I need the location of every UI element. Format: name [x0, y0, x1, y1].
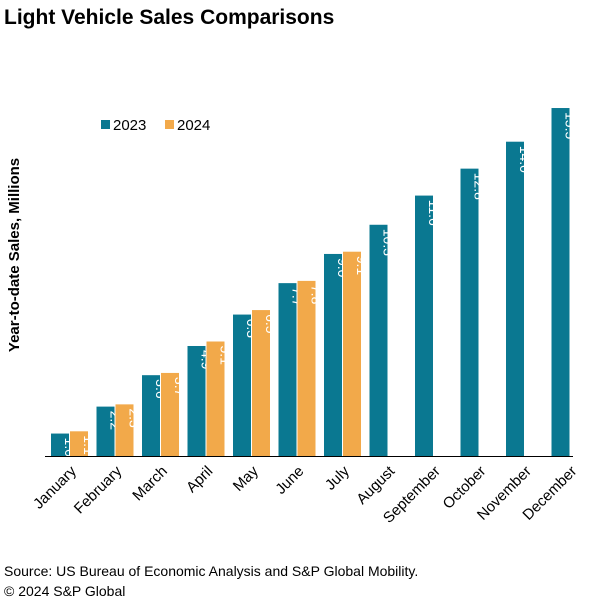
bar-2023-january — [51, 433, 69, 456]
bar-2023-may — [233, 314, 251, 456]
x-tick-label-may: May — [230, 462, 262, 494]
bar-2023-april — [187, 345, 206, 456]
x-tick-label-june: June — [272, 463, 307, 498]
source-line: Source: US Bureau of Economic Analysis a… — [4, 563, 419, 579]
data-label-2024-march: 3.7 — [172, 377, 188, 397]
data-label-2024-may: 6.5 — [263, 314, 279, 334]
bar-2023-september — [415, 195, 433, 456]
chart-title: Light Vehicle Sales Comparisons — [4, 6, 335, 29]
bar-chart: Year-to-date Sales, Millions 2023 2024 1.… — [6, 108, 580, 527]
data-label-2024-june: 7.8 — [309, 285, 325, 305]
bar-2023-july — [324, 253, 342, 456]
bar-2024-may — [252, 310, 270, 456]
data-label-2023-august: 10.3 — [381, 229, 397, 256]
bar-2023-february — [96, 406, 115, 456]
data-label-2024-february: 2.3 — [127, 408, 143, 428]
data-label-2023-september: 11.6 — [426, 200, 442, 226]
x-tick-label-march: March — [129, 463, 170, 504]
x-tick-label-august: August — [353, 462, 399, 508]
bar-2024-january — [70, 431, 88, 456]
data-label-2023-december: 15.5 — [563, 112, 579, 139]
bar-2023-october — [460, 168, 479, 456]
bar-2023-august — [369, 224, 388, 456]
bar-2023-june — [278, 283, 297, 456]
data-label-2024-july: 9.1 — [354, 256, 370, 276]
x-tick-label-february: February — [71, 462, 126, 517]
legend-label-2023: 2023 — [113, 117, 146, 134]
copyright-line: © 2024 S&P Global — [4, 583, 126, 599]
legend-swatch-2023 — [101, 120, 110, 129]
legend-label-2024: 2024 — [177, 117, 210, 134]
bar-2024-february — [115, 404, 134, 456]
data-label-2024-april: 5.1 — [218, 346, 234, 366]
x-tick-label-april: April — [183, 463, 216, 496]
bar-2023-march — [142, 375, 160, 456]
source-note: Source: US Bureau of Economic Analysis a… — [4, 561, 418, 601]
data-label-2024-january: 1.1 — [81, 435, 97, 455]
bar-2024-june — [297, 280, 316, 456]
bars-group: 1.01.12.22.33.63.74.95.16.36.57.77.89.09… — [51, 108, 579, 457]
bar-2024-march — [161, 372, 179, 456]
x-tick-label-july: July — [322, 462, 353, 493]
data-label-2023-november: 14.0 — [517, 146, 533, 173]
data-label-2023-october: 12.8 — [472, 173, 488, 200]
y-axis-label: Year-to-date Sales, Millions — [6, 158, 23, 352]
bar-2024-april — [206, 341, 225, 456]
legend: 2023 2024 — [101, 117, 210, 134]
bar-2023-december — [551, 108, 570, 457]
legend-swatch-2024 — [165, 120, 174, 129]
bar-2023-november — [506, 141, 524, 456]
bar-2024-july — [343, 251, 361, 456]
